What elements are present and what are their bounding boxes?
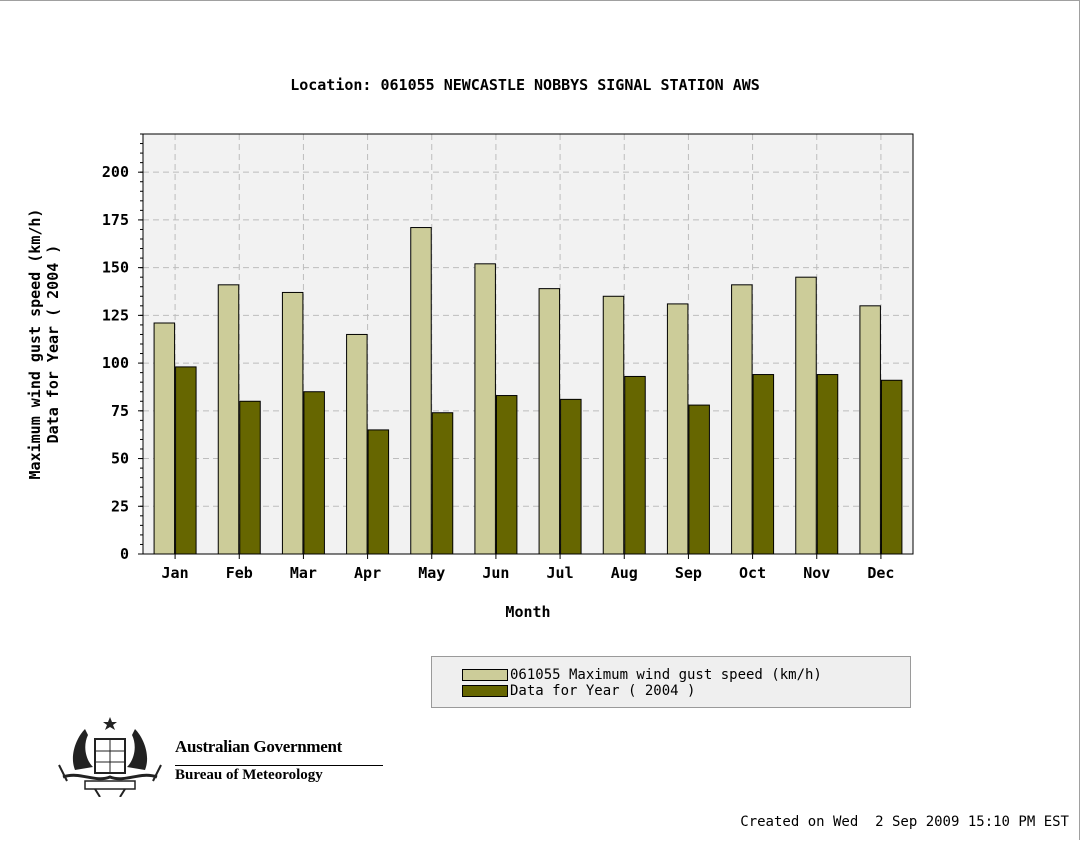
logo-divider — [175, 765, 383, 766]
bar-year-2004 — [175, 366, 197, 555]
x-tick-label: Nov — [803, 564, 830, 582]
bar-max-gust — [602, 295, 625, 555]
legend-swatch-max-gust — [462, 669, 508, 681]
y-tick-label: 125 — [102, 306, 129, 324]
x-tick-label: Aug — [611, 564, 638, 582]
legend-item-year-2004: Data for Year ( 2004 ) — [462, 683, 695, 699]
bar-year-2004 — [239, 400, 261, 555]
bar-max-gust — [281, 291, 304, 555]
y-tick-label: 75 — [111, 402, 129, 420]
y-tick-label: 100 — [102, 354, 129, 372]
y-tick-label: 175 — [102, 211, 129, 229]
bar-max-gust — [153, 322, 176, 555]
y-axis-label-line-1: Maximum wind gust speed (km/h) — [26, 209, 44, 480]
bar-year-2004 — [560, 398, 582, 555]
plot-area — [143, 134, 913, 554]
legend-item-max-gust: 061055 Maximum wind gust speed (km/h) — [462, 667, 822, 683]
bar-year-2004 — [688, 404, 710, 555]
bar-max-gust — [666, 303, 689, 555]
bar-year-2004 — [431, 412, 454, 555]
bar-year-2004 — [880, 379, 903, 555]
legend-swatch-year-2004 — [462, 685, 508, 697]
x-tick-label: Jan — [162, 564, 189, 582]
y-axis-label-line-2: Data for Year ( 2004 ) — [44, 245, 62, 444]
y-tick-label: 200 — [102, 163, 129, 181]
x-tick-label: Sep — [675, 564, 702, 582]
y-tick-label: 25 — [111, 497, 129, 515]
x-tick-label: Dec — [867, 564, 894, 582]
bar-max-gust — [410, 227, 432, 555]
coat-of-arms-icon — [58, 717, 162, 798]
legend: 061055 Maximum wind gust speed (km/h) Da… — [431, 656, 911, 708]
y-tick-label: 150 — [102, 259, 129, 277]
bar-year-2004 — [624, 375, 646, 555]
chart-title: Location: 061055 NEWCASTLE NOBBYS SIGNAL… — [290, 76, 760, 94]
bar-year-2004 — [816, 374, 839, 555]
plot-border — [142, 133, 914, 555]
y-tick-label: 0 — [120, 545, 129, 563]
bar-max-gust — [859, 305, 881, 555]
bar-year-2004 — [303, 391, 325, 555]
government-logo: Australian Government Bureau of Meteorol… — [55, 715, 385, 798]
x-tick-label: Apr — [354, 564, 381, 582]
bar-max-gust — [346, 333, 368, 555]
bar-year-2004 — [752, 374, 775, 555]
bar-max-gust — [795, 276, 817, 555]
y-tick-label: 50 — [111, 450, 129, 468]
bar-max-gust — [731, 284, 753, 555]
x-tick-label: Jul — [547, 564, 574, 582]
org-name: Australian Government — [175, 737, 342, 756]
x-tick-label: Feb — [226, 564, 253, 582]
x-axis-label: Month — [505, 603, 550, 621]
legend-label-max-gust: 061055 Maximum wind gust speed (km/h) — [510, 667, 822, 683]
x-tick-label: Oct — [739, 564, 766, 582]
legend-label-year-2004: Data for Year ( 2004 ) — [510, 683, 696, 699]
bar-year-2004 — [367, 429, 390, 555]
x-tick-label: May — [418, 564, 445, 582]
x-tick-label: Mar — [290, 564, 317, 582]
bar-year-2004 — [495, 395, 518, 555]
x-tick-label: Jun — [482, 564, 509, 582]
agency-name: Bureau of Meteorology — [175, 767, 323, 783]
created-timestamp: Created on Wed 2 Sep 2009 15:10 PM EST — [740, 814, 1069, 830]
bar-max-gust — [538, 288, 561, 555]
bar-max-gust — [474, 263, 496, 555]
bar-max-gust — [217, 284, 240, 555]
